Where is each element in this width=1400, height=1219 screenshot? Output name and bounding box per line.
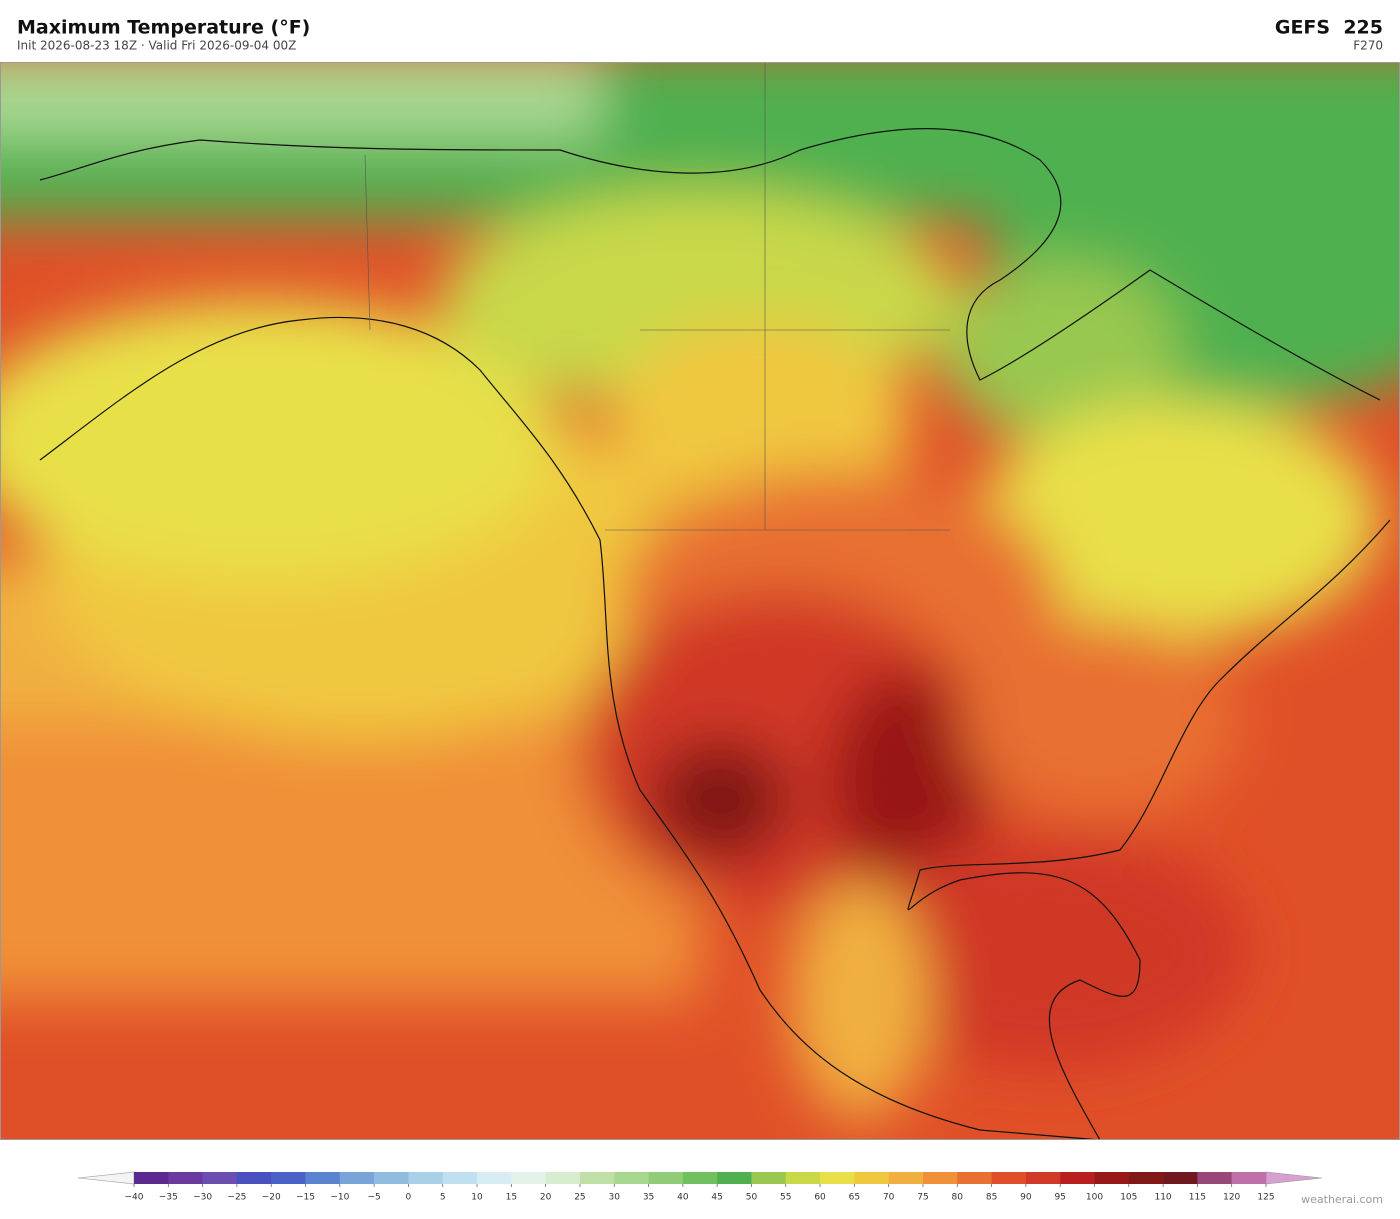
colorbar-bin xyxy=(442,1172,478,1184)
colorbar-tick-label: 45 xyxy=(711,1193,722,1203)
colorbar-bin xyxy=(991,1172,1027,1184)
colorbar-tick-label: 95 xyxy=(1054,1193,1065,1203)
colorbar-tick-label: 85 xyxy=(986,1193,997,1203)
colorbar-bin xyxy=(854,1172,889,1184)
over-extension xyxy=(1265,1171,1323,1185)
colorbar-bin xyxy=(1094,1172,1130,1184)
colorbar-tick-label: 5 xyxy=(440,1193,446,1203)
map xyxy=(0,62,1400,1140)
colorbar-tick-label: 55 xyxy=(780,1193,791,1203)
colorbar-bin xyxy=(1060,1172,1095,1184)
colorbar-tick-label: 100 xyxy=(1086,1193,1103,1203)
colorbar-bin xyxy=(1128,1172,1164,1184)
colorbar-bin xyxy=(408,1172,444,1184)
subtitle: Init 2026-08-23 18Z · Valid Fri 2026-09-… xyxy=(17,39,296,53)
borders xyxy=(364,62,950,531)
colorbar-bin xyxy=(957,1172,992,1184)
colorbar-tick-label: −5 xyxy=(367,1193,380,1203)
colorbar-bin xyxy=(134,1172,169,1184)
colorbar-tick-label: 70 xyxy=(883,1193,895,1203)
colorbar-bin xyxy=(545,1172,581,1184)
colorbar-tick-label: 120 xyxy=(1223,1193,1240,1203)
title: Maximum Temperature (°F) xyxy=(17,17,310,39)
colorbar-tick-label: −35 xyxy=(159,1193,178,1203)
colorbar-tick-label: 60 xyxy=(814,1193,826,1203)
colorbar-tick-label: −10 xyxy=(330,1193,349,1203)
colorbar: −40 −35 −30 −25 −20 −15 −10 −5 0 5 10 15 20 25 30 35 40 4… xyxy=(77,1171,1323,1203)
colorbar-bin xyxy=(579,1172,615,1184)
colorbar-tick-label: 90 xyxy=(1020,1193,1032,1203)
colorbar-bin xyxy=(374,1172,409,1184)
colorbar-tick-label: 15 xyxy=(506,1193,517,1203)
colorbar-bin xyxy=(236,1172,272,1184)
colorbar-tick-label: 105 xyxy=(1120,1193,1137,1203)
colorbar-bin xyxy=(305,1172,341,1184)
colorbar-bin xyxy=(168,1172,203,1184)
colorbar-tick-label: 110 xyxy=(1154,1193,1171,1203)
colorbar-bin xyxy=(820,1172,855,1184)
colorbar-tick-label: 50 xyxy=(746,1193,758,1203)
colorbar-bin xyxy=(751,1172,787,1184)
under-extension xyxy=(77,1171,135,1185)
colorbar-tick-label: 65 xyxy=(849,1193,860,1203)
colorbar-bin xyxy=(785,1172,821,1184)
colorbar-tick-label: 35 xyxy=(643,1193,654,1203)
colorbar-tick-label: 25 xyxy=(574,1193,585,1203)
colorbar-tick-label: −20 xyxy=(262,1193,281,1203)
credit: weatherai.com xyxy=(1301,1193,1383,1206)
colorbar-bin xyxy=(202,1172,238,1184)
model: GEFS 225 xyxy=(1275,17,1383,39)
colorbar-bin xyxy=(1025,1172,1061,1184)
colorbar-bin xyxy=(1163,1172,1198,1184)
colorbar-tick-label: 40 xyxy=(677,1193,689,1203)
colorbar-tick-label: 20 xyxy=(540,1193,552,1203)
colorbar-tick-label: −15 xyxy=(296,1193,315,1203)
colorbar-bin xyxy=(339,1172,375,1184)
colorbar-bin xyxy=(614,1172,649,1184)
colorbar-bin xyxy=(271,1172,306,1184)
colorbar-bin xyxy=(717,1172,752,1184)
colorbar-bin xyxy=(888,1172,924,1184)
coastline xyxy=(39,128,1391,1140)
colorbar-tick-label: 115 xyxy=(1189,1193,1206,1203)
colorbar-tick-label: −25 xyxy=(227,1193,246,1203)
colorbar-tick-label: 75 xyxy=(917,1193,928,1203)
colorbar-bin xyxy=(682,1172,718,1184)
colorbar-tick-label: 0 xyxy=(406,1193,412,1203)
colorbar-tick-label: 80 xyxy=(952,1193,964,1203)
colorbar-bin xyxy=(648,1172,684,1184)
colorbar-bin xyxy=(922,1172,958,1184)
colorbar-tick-label: 125 xyxy=(1257,1193,1274,1203)
colorbar-bin xyxy=(1197,1172,1232,1184)
colorbar-bin xyxy=(511,1172,546,1184)
colorbar-bin xyxy=(477,1172,512,1184)
colorbar-tick-label: 30 xyxy=(609,1193,621,1203)
colorbar-tick-label: −30 xyxy=(193,1193,212,1203)
colorbar-bin xyxy=(1231,1172,1267,1184)
colorbar-tick-label: −40 xyxy=(125,1193,144,1203)
colorbar-tick-label: 10 xyxy=(471,1193,483,1203)
forecast-hour: F270 xyxy=(1353,39,1383,53)
